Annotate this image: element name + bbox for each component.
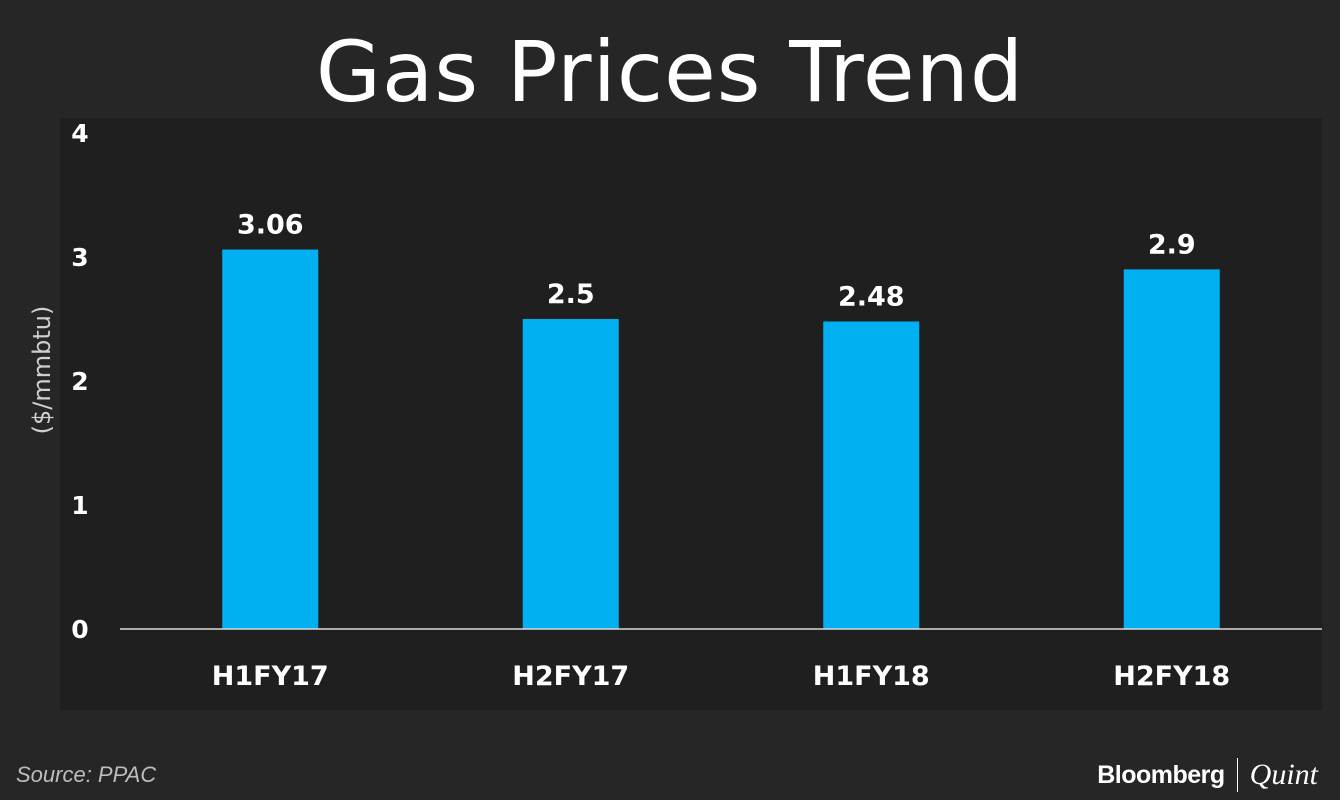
y-tick-label: 1 [71,491,88,520]
data-label-h1fy17: 3.06 [237,210,304,241]
logo-bloomberg: Bloomberg [1097,760,1225,789]
data-labels: 3.06 2.5 2.48 2.9 [237,210,1196,313]
y-tick-label: 0 [71,615,88,644]
data-label-h2fy18: 2.9 [1148,229,1196,260]
x-axis-labels: H1FY17 H2FY17 H1FY18 H2FY18 [212,661,1230,692]
publisher-logo: Bloomberg Quint [1097,756,1318,794]
y-tick-label: 4 [71,119,88,148]
y-axis-ticks: 0 1 2 3 4 [71,119,88,644]
bar-h1fy18 [823,321,920,629]
bar-h1fy17 [222,249,319,629]
x-tick-label-h2fy18: H2FY18 [1113,661,1230,692]
x-tick-label-h1fy18: H1FY18 [813,661,930,692]
logo-quint: Quint [1249,758,1318,791]
bar-series [222,249,1220,629]
logo-divider [1236,758,1238,792]
x-tick-label-h1fy17: H1FY17 [212,661,329,692]
data-label-h1fy18: 2.48 [838,281,905,312]
chart-title: Gas Prices Trend [315,23,1025,121]
source-note: Source: PPAC [16,762,157,787]
bar-h2fy17 [522,319,619,629]
y-axis-label: ($/mmbtu) [28,306,56,435]
y-tick-label: 3 [71,243,88,272]
bar-h2fy18 [1123,269,1220,629]
y-tick-label: 2 [71,367,88,396]
data-label-h2fy17: 2.5 [547,279,595,310]
x-tick-label-h2fy17: H2FY17 [512,661,629,692]
